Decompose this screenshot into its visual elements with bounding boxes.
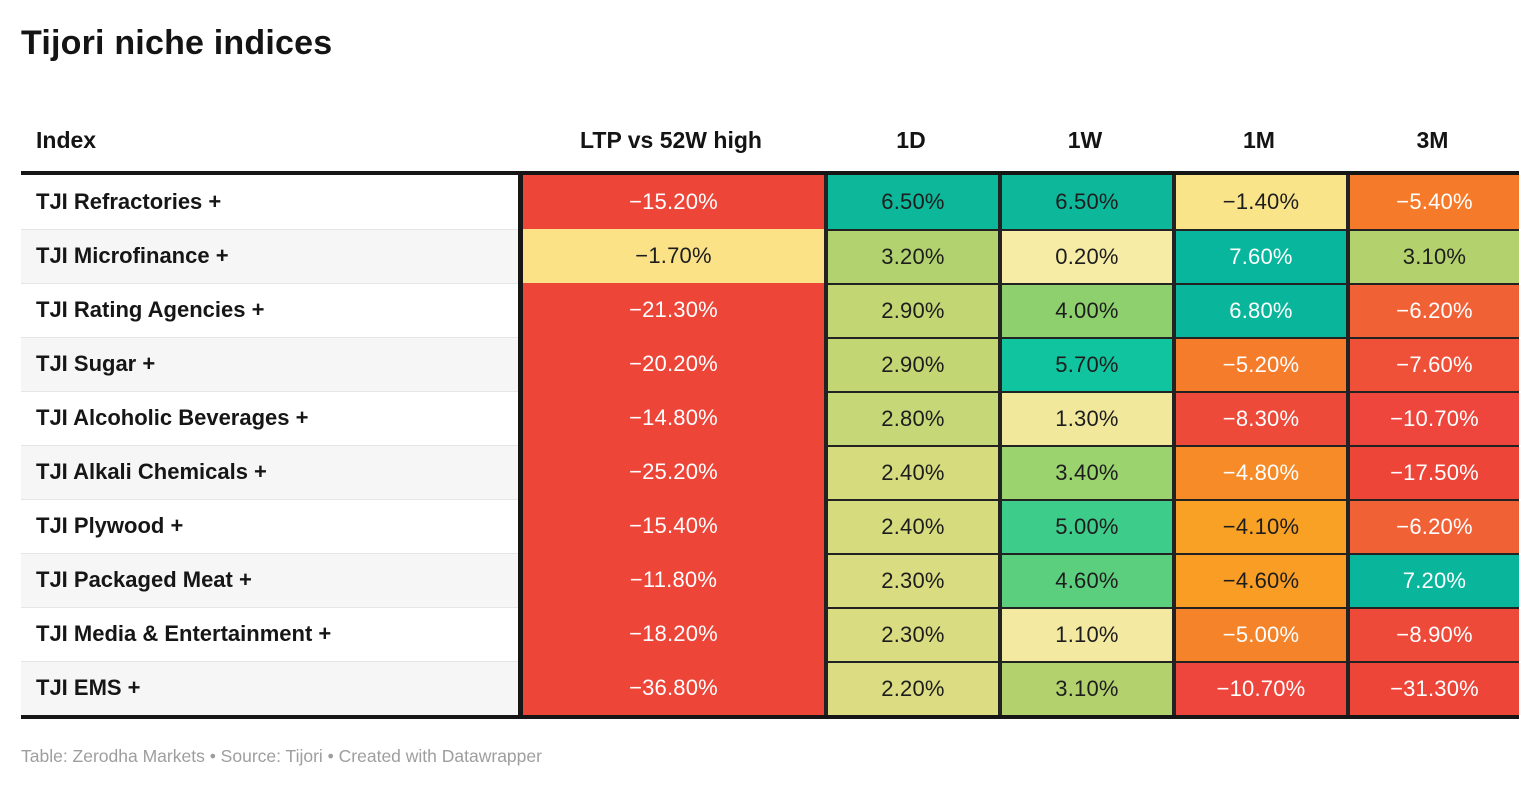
value-heat-cell: 2.80% (824, 390, 998, 445)
value-heat-cell: −4.80% (1172, 444, 1346, 499)
ltp-heat-cell: −14.80% (518, 390, 824, 445)
table-row: TJI Packaged Meat + −11.80% 2.30% 4.60% −4.6… (21, 552, 1519, 607)
index-label[interactable]: TJI Packaged Meat + (21, 552, 518, 607)
value-heat-cell: −7.60% (1346, 336, 1519, 391)
value-heat-cell: −10.70% (1346, 390, 1519, 445)
value-heat-cell: 3.20% (824, 228, 998, 283)
table-row: TJI EMS + −36.80% 2.20% 3.10% −10.70% −31.30% (21, 660, 1519, 715)
value-heat-cell: −4.60% (1172, 552, 1346, 607)
index-label[interactable]: TJI Media & Entertainment + (21, 606, 518, 661)
value-heat-cell: −8.90% (1346, 606, 1519, 661)
ltp-heat-cell: −25.20% (518, 444, 824, 499)
column-header-ltp-vs-52w-high: LTP vs 52W high (580, 127, 762, 153)
value-heat-cell: 3.10% (998, 660, 1172, 715)
column-header-3m: 3M (1416, 127, 1449, 153)
value-heat-cell: 3.10% (1346, 228, 1519, 283)
value-heat-cell: 5.00% (998, 498, 1172, 553)
value-heat-cell: 6.50% (998, 174, 1172, 229)
value-heat-cell: −5.00% (1172, 606, 1346, 661)
value-heat-cell: 2.30% (824, 606, 998, 661)
value-heat-cell: −5.20% (1172, 336, 1346, 391)
index-label[interactable]: TJI Rating Agencies + (21, 282, 518, 337)
value-heat-cell: 3.40% (998, 444, 1172, 499)
value-heat-cell: 4.00% (998, 282, 1172, 337)
value-heat-cell: 1.30% (998, 390, 1172, 445)
table-row: TJI Microfinance + −1.70% 3.20% 0.20% 7.60% 3… (21, 228, 1519, 283)
table-row: TJI Alkali Chemicals + −25.20% 2.40% 3.40% −… (21, 444, 1519, 499)
table-header-row: Index LTP vs 52W high 1D 1W 1M 3M (21, 127, 1519, 171)
ltp-heat-cell: −15.40% (518, 498, 824, 553)
value-heat-cell: 4.60% (998, 552, 1172, 607)
table-body: TJI Refractories + −15.20% 6.50% 6.50% −1.40… (21, 170, 1519, 719)
value-heat-cell: 7.60% (1172, 228, 1346, 283)
column-header-1d: 1D (896, 127, 926, 153)
value-heat-cell: −10.70% (1172, 660, 1346, 715)
ltp-heat-cell: −36.80% (518, 660, 824, 715)
index-label[interactable]: TJI Microfinance + (21, 228, 518, 283)
ltp-heat-cell: −18.20% (518, 606, 824, 661)
value-heat-cell: −8.30% (1172, 390, 1346, 445)
ltp-heat-cell: −20.20% (518, 336, 824, 391)
index-label[interactable]: TJI EMS + (21, 660, 518, 715)
value-heat-cell: 2.40% (824, 498, 998, 553)
value-heat-cell: 2.90% (824, 282, 998, 337)
value-heat-cell: −5.40% (1346, 174, 1519, 229)
index-label[interactable]: TJI Plywood + (21, 498, 518, 553)
value-heat-cell: 6.80% (1172, 282, 1346, 337)
value-heat-cell: 5.70% (998, 336, 1172, 391)
column-header-1m: 1M (1243, 127, 1275, 153)
table-row: TJI Alcoholic Beverages + −14.80% 2.80% 1.3… (21, 390, 1519, 445)
value-heat-cell: 7.20% (1346, 552, 1519, 607)
datawrapper-table-page: Tijori niche indices Index LTP vs 52W hi… (21, 24, 1519, 766)
value-heat-cell: −6.20% (1346, 498, 1519, 553)
column-header-index: Index (36, 127, 97, 153)
value-heat-cell: 2.40% (824, 444, 998, 499)
index-label[interactable]: TJI Alcoholic Beverages + (21, 390, 518, 445)
value-heat-cell: −6.20% (1346, 282, 1519, 337)
page-title: Tijori niche indices (21, 24, 333, 62)
index-label[interactable]: TJI Alkali Chemicals + (21, 444, 518, 499)
value-heat-cell: 2.90% (824, 336, 998, 391)
table-row: TJI Plywood + −15.40% 2.40% 5.00% −4.10% −6.2… (21, 498, 1519, 553)
table-row: TJI Rating Agencies + −21.30% 2.90% 4.00% 6.… (21, 282, 1519, 337)
ltp-heat-cell: −11.80% (518, 552, 824, 607)
ltp-heat-cell: −1.70% (518, 228, 824, 283)
ltp-heat-cell: −21.30% (518, 282, 824, 337)
table-row: TJI Sugar + −20.20% 2.90% 5.70% −5.20% −7.60% (21, 336, 1519, 391)
column-header-1w: 1W (1067, 127, 1103, 153)
value-heat-cell: 0.20% (998, 228, 1172, 283)
value-heat-cell: 1.10% (998, 606, 1172, 661)
value-heat-cell: −1.40% (1172, 174, 1346, 229)
value-heat-cell: −17.50% (1346, 444, 1519, 499)
value-heat-cell: 2.30% (824, 552, 998, 607)
index-label[interactable]: TJI Refractories + (21, 174, 518, 229)
ltp-heat-cell: −15.20% (518, 174, 824, 229)
table-attribution: Table: Zerodha Markets • Source: Tijori … (21, 745, 542, 766)
value-heat-cell: 6.50% (824, 174, 998, 229)
index-label[interactable]: TJI Sugar + (21, 336, 518, 391)
value-heat-cell: −31.30% (1346, 660, 1519, 715)
table-row: TJI Refractories + −15.20% 6.50% 6.50% −1.40… (21, 174, 1519, 229)
value-heat-cell: 2.20% (824, 660, 998, 715)
table-row: TJI Media & Entertainment + −18.20% 2.30% 1… (21, 606, 1519, 661)
value-heat-cell: −4.10% (1172, 498, 1346, 553)
